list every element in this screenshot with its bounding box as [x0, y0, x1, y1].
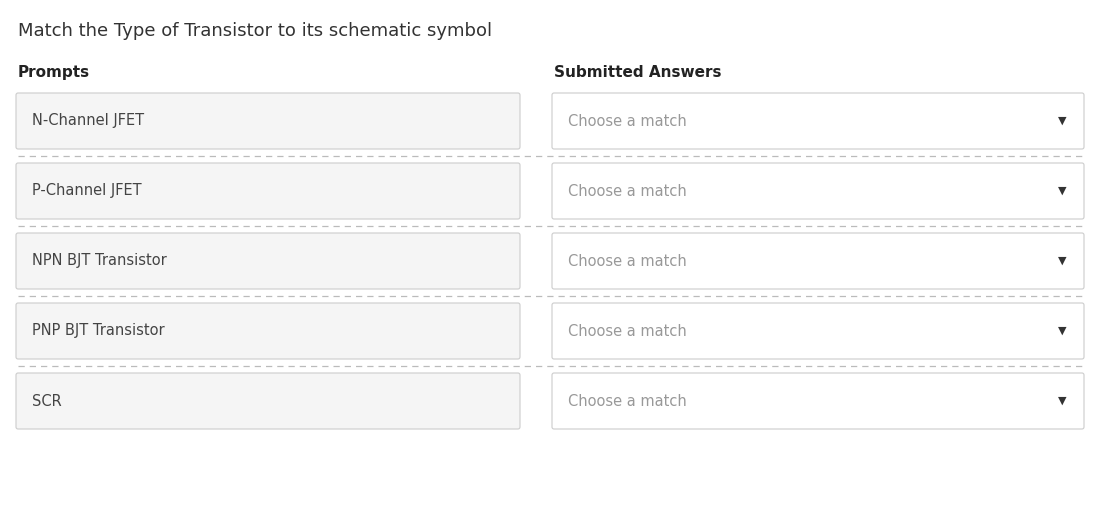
Text: Choose a match: Choose a match: [568, 184, 686, 199]
Text: SCR: SCR: [32, 394, 62, 409]
FancyBboxPatch shape: [15, 233, 520, 289]
Text: ▼: ▼: [1058, 396, 1066, 406]
Text: Prompts: Prompts: [18, 65, 90, 80]
FancyBboxPatch shape: [552, 233, 1084, 289]
Text: ▼: ▼: [1058, 186, 1066, 196]
FancyBboxPatch shape: [15, 163, 520, 219]
Text: ▼: ▼: [1058, 256, 1066, 266]
FancyBboxPatch shape: [552, 163, 1084, 219]
FancyBboxPatch shape: [552, 303, 1084, 359]
Text: Choose a match: Choose a match: [568, 114, 686, 128]
Text: Choose a match: Choose a match: [568, 324, 686, 338]
FancyBboxPatch shape: [15, 303, 520, 359]
Text: PNP BJT Transistor: PNP BJT Transistor: [32, 324, 165, 338]
FancyBboxPatch shape: [552, 93, 1084, 149]
Text: ▼: ▼: [1058, 116, 1066, 126]
Text: Choose a match: Choose a match: [568, 253, 686, 268]
Text: ▼: ▼: [1058, 326, 1066, 336]
Text: Match the Type of Transistor to its schematic symbol: Match the Type of Transistor to its sche…: [18, 22, 493, 40]
Text: N-Channel JFET: N-Channel JFET: [32, 114, 144, 128]
Text: Choose a match: Choose a match: [568, 394, 686, 409]
FancyBboxPatch shape: [552, 373, 1084, 429]
FancyBboxPatch shape: [15, 373, 520, 429]
Text: P-Channel JFET: P-Channel JFET: [32, 184, 142, 199]
FancyBboxPatch shape: [15, 93, 520, 149]
Text: NPN BJT Transistor: NPN BJT Transistor: [32, 253, 167, 268]
Text: Submitted Answers: Submitted Answers: [554, 65, 722, 80]
